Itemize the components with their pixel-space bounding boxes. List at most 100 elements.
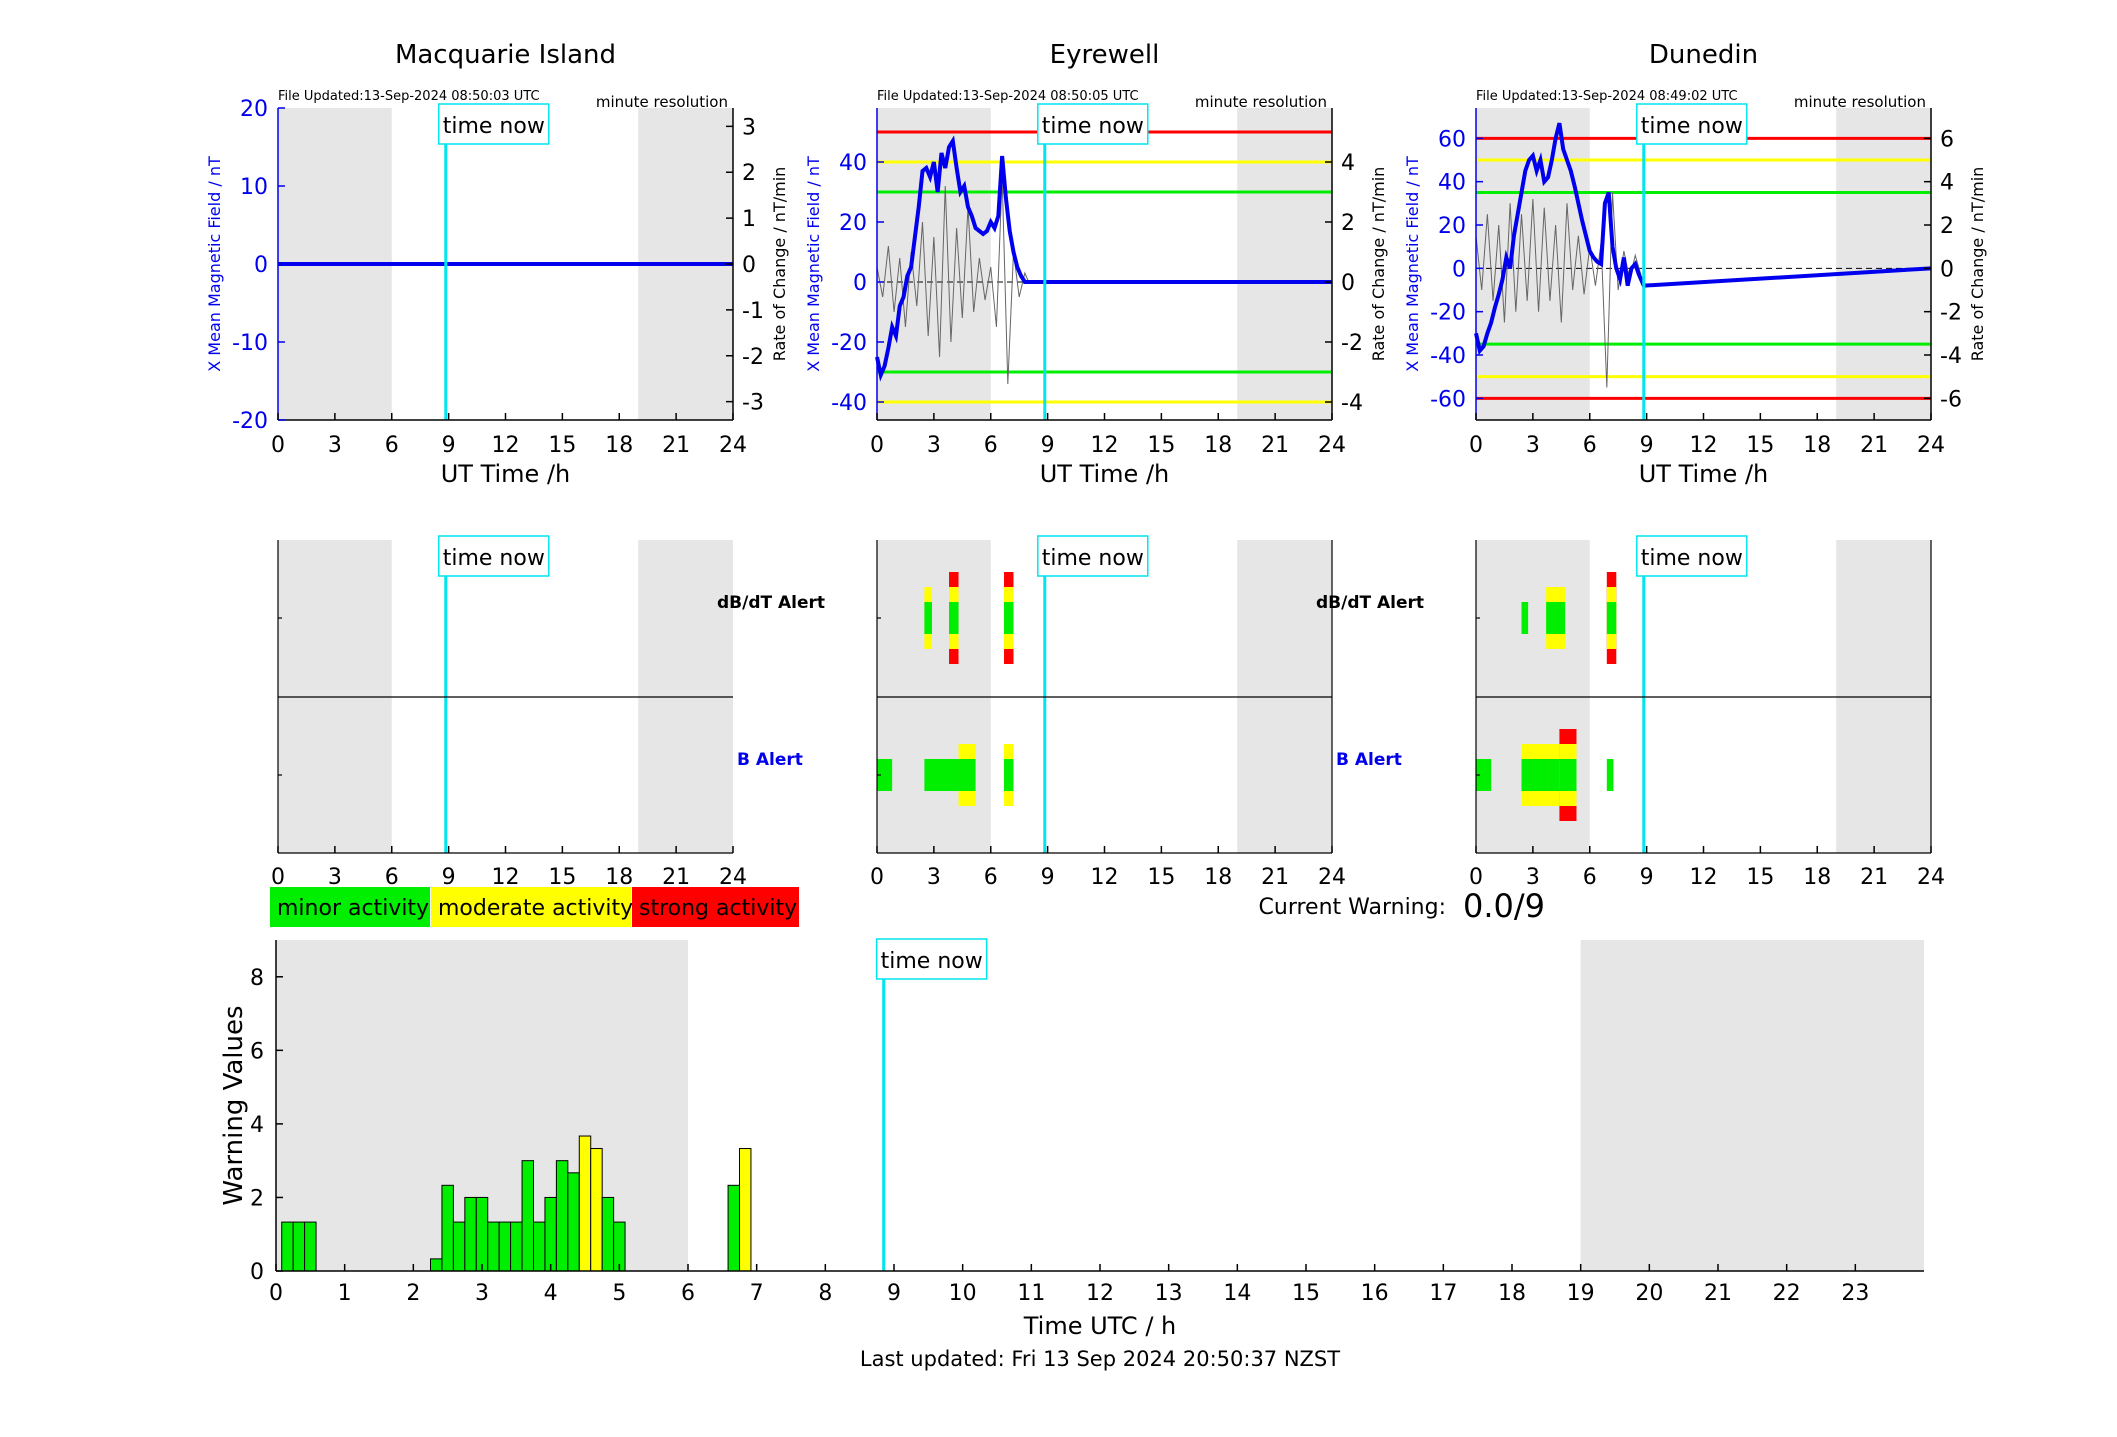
x-tick-label: 0 [1469, 865, 1483, 890]
x-tick-label: 14 [1223, 1281, 1251, 1306]
bottom-y-axis-label: Warning Values [219, 1005, 249, 1205]
warning-bar [532, 1221, 546, 1272]
x-tick-label: 21 [1704, 1281, 1732, 1306]
y2-tick-label: 4 [1940, 171, 1954, 196]
x-tick-label: 6 [681, 1281, 695, 1306]
x-tick-label: 21 [1261, 865, 1289, 890]
bottom-x-axis-label: Time UTC / h [1023, 1312, 1177, 1340]
right-y-axis-label: Rate of Change / nT/min [1968, 167, 1987, 362]
warning-bar [521, 1160, 535, 1272]
x-tick-label: 18 [1204, 865, 1232, 890]
x-tick-label: 16 [1361, 1281, 1389, 1306]
warning-bar [464, 1196, 477, 1272]
dbdt-alert-bar [1606, 602, 1617, 634]
last-updated: Last updated: Fri 13 Sep 2024 20:50:37 N… [860, 1347, 1340, 1371]
x-tick-label: 21 [1261, 433, 1289, 458]
station-panel-dunedin: Dunedin File Updated:13-Sep-2024 08:49:02… [1316, 40, 1987, 890]
y-tick-label: 40 [1438, 171, 1466, 196]
x-tick-label: 9 [1041, 433, 1055, 458]
x-tick-label: 6 [1583, 433, 1597, 458]
dbdt-alert-label: dB/dT Alert [1316, 593, 1424, 613]
x-tick-label: 12 [492, 433, 520, 458]
current-warning: Current Warning: 0.0/9 [1259, 887, 1546, 925]
x-tick-label: 22 [1773, 1281, 1801, 1306]
x-tick-label: 0 [269, 1281, 283, 1306]
time-now-box [1037, 103, 1149, 145]
x-tick-label: 9 [442, 433, 456, 458]
x-tick-label: 12 [1690, 865, 1718, 890]
y-tick-label: 0 [254, 253, 268, 278]
time-now-marker: time now [1037, 535, 1149, 577]
left-y-axis-label: X Mean Magnetic Field / nT [1403, 156, 1422, 372]
station-panel-macquarie-island: Macquarie Island File Updated:13-Sep-2024… [205, 40, 789, 890]
x-tick-label: 18 [1498, 1281, 1526, 1306]
night-shade [1580, 940, 1924, 1271]
x-tick-label: 20 [1635, 1281, 1663, 1306]
x-tick-label: 9 [1640, 433, 1654, 458]
warning-bar [555, 1160, 569, 1272]
y-tick-label: -20 [1430, 301, 1466, 326]
time-now-label: time now [881, 949, 983, 974]
y-tick-label: -40 [1430, 344, 1466, 369]
dbdt-alert-bar [924, 602, 932, 634]
b-alert-bar [1606, 759, 1614, 791]
time-now-marker: time now [1037, 103, 1149, 145]
y-tick-label: 0 [1452, 257, 1466, 282]
y-tick-label: -40 [831, 391, 867, 416]
resolution-label: minute resolution [1195, 93, 1327, 111]
time-now-box [438, 535, 550, 577]
dbdt-alert-bar [1521, 602, 1529, 634]
x-tick-label: 15 [1746, 865, 1774, 890]
night-shade [1237, 108, 1332, 420]
x-tick-label: 0 [1469, 433, 1483, 458]
x-tick-label: 5 [612, 1281, 626, 1306]
time-now-label: time now [443, 114, 545, 139]
b-alert-bar [1548, 759, 1560, 791]
y-tick-label: -20 [831, 331, 867, 356]
y-tick-label: 40 [839, 151, 867, 176]
x-tick-label: 2 [406, 1281, 420, 1306]
time-now-box [1037, 535, 1149, 577]
x-tick-label: 12 [1091, 433, 1119, 458]
y-tick-label: 0 [853, 271, 867, 296]
dbdt-alert-bar [949, 602, 959, 634]
x-tick-label: 24 [719, 433, 747, 458]
time-now-marker: time now [1636, 535, 1748, 577]
alert-plot: time now 0 3 6 9 12 15 18 21 24 dB/dT Alert B Alert [717, 535, 1346, 890]
b-alert-label: B Alert [737, 750, 803, 770]
x-tick-label: 3 [1526, 433, 1540, 458]
y-tick-label: 6 [250, 1039, 264, 1064]
time-now-marker: time now [438, 535, 550, 577]
y-tick-label: 10 [240, 175, 268, 200]
x-tick-label: 21 [662, 433, 690, 458]
b-alert-bar [958, 759, 976, 791]
x-axis-label: UT Time /h [441, 460, 571, 488]
warning-bar [727, 1184, 741, 1272]
b-alert-label: B Alert [1336, 750, 1402, 770]
warning-bar [475, 1196, 489, 1272]
x-tick-label: 12 [1091, 865, 1119, 890]
warning-bar [304, 1221, 317, 1272]
warning-bar [429, 1258, 443, 1272]
dbdt-alert-bar [1004, 602, 1014, 634]
warning-bar [613, 1221, 626, 1272]
y-tick-label: 20 [839, 211, 867, 236]
x-tick-label: 24 [1917, 433, 1945, 458]
b-alert-bar [1559, 759, 1577, 791]
x-tick-label: 21 [662, 865, 690, 890]
x-tick-label: 24 [1917, 865, 1945, 890]
b-alert-bar [1004, 759, 1014, 791]
station-title: Dunedin [1649, 40, 1758, 70]
y2-tick-label: 3 [742, 115, 756, 140]
time-now-box [1636, 103, 1748, 145]
warning-bar [487, 1221, 500, 1272]
warning-bar [498, 1221, 512, 1272]
station-panel-eyrewell: Eyrewell File Updated:13-Sep-2024 08:50:0… [717, 40, 1388, 890]
legend-label: minor activity [277, 896, 429, 921]
y2-tick-label: -2 [1940, 301, 1962, 326]
x-tick-label: 19 [1567, 1281, 1595, 1306]
x-axis-label: UT Time /h [1040, 460, 1170, 488]
y2-tick-label: -3 [742, 391, 764, 416]
